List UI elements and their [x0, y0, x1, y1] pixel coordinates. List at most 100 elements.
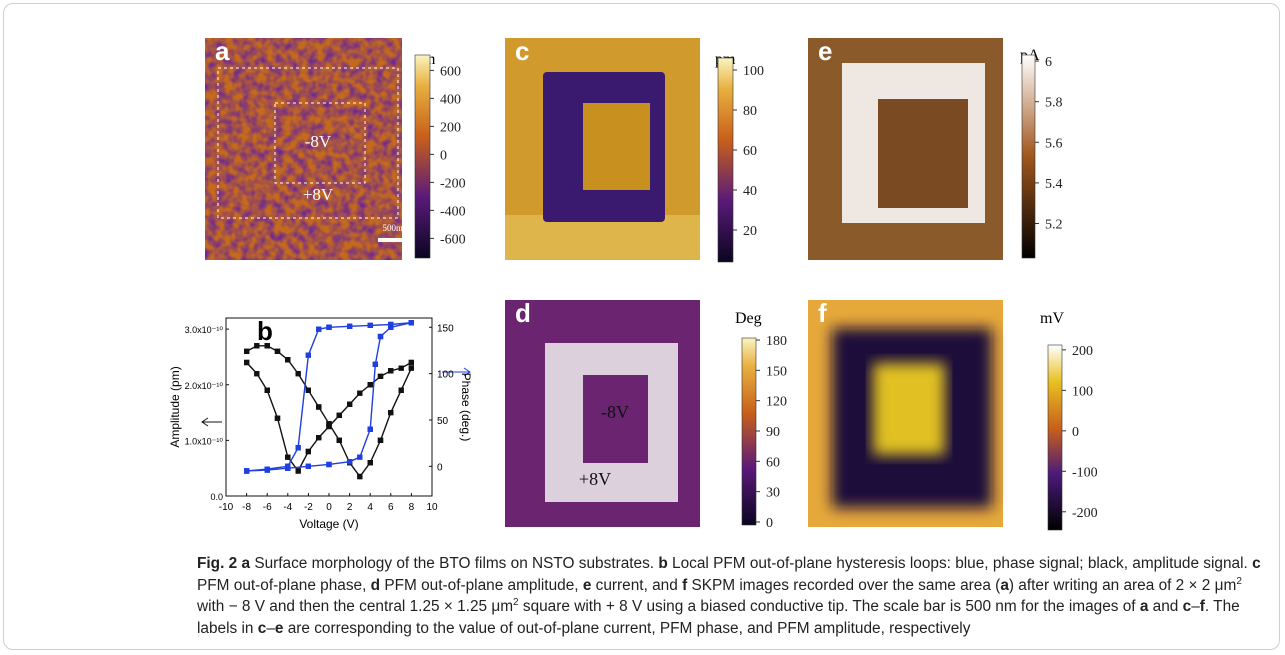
colorbar-tick-label: 5.6 [1045, 136, 1063, 151]
x-tick-label: -4 [283, 502, 292, 513]
colorbar-tick-label: 60 [743, 144, 757, 159]
colorbar-tick-label: 180 [766, 334, 787, 349]
colorbar-tick-label: 200 [1072, 344, 1093, 359]
colorbar-tick-label: 6 [1045, 55, 1052, 70]
colorbar-tick-label: 200 [440, 120, 461, 135]
colorbar-tick-label: -400 [440, 204, 466, 219]
caption-text: d [370, 576, 381, 594]
caption-text: SKPM images recorded over the same area … [687, 576, 1001, 594]
caption-text: and [1148, 598, 1183, 615]
caption-text: e [274, 619, 284, 637]
caption-text: c [257, 619, 267, 637]
caption-text: f [682, 576, 688, 594]
colorbar [414, 54, 431, 259]
arrow-right [442, 367, 471, 377]
y2-tick-label: 0 [437, 462, 443, 473]
x-tick-label: -6 [263, 502, 272, 513]
colorbar-tick-label: 80 [743, 104, 757, 119]
caption-text: Local PFM out-of-plane hysteresis loops:… [667, 555, 1253, 572]
colorbar-tick-label: 40 [743, 184, 757, 199]
y2-tick-label: 100 [437, 370, 454, 381]
x-tick-label: 6 [388, 502, 394, 513]
colorbar-tick-label: 5.4 [1045, 177, 1063, 192]
image-annotation: -8V [305, 132, 332, 151]
caption-text: f [1199, 598, 1205, 615]
y-tick-label: 3.0x10⁻¹⁰ [185, 325, 224, 335]
caption-text: – [1191, 598, 1200, 615]
colorbar-tick-label: 150 [766, 364, 787, 379]
caption-text: are corresponding to the value of out-of… [283, 619, 971, 637]
colorbar-tick-label: 120 [766, 395, 787, 410]
colorbar-tick-label: 0 [766, 516, 773, 531]
arrow-left [201, 417, 222, 427]
image-annotation: -8V [601, 402, 629, 422]
image-c [505, 38, 700, 260]
caption-text: c [1182, 598, 1192, 615]
panel-label: f [818, 298, 827, 328]
colorbar [1047, 344, 1063, 531]
image-a [205, 38, 412, 260]
image-f [808, 300, 1003, 527]
series-line [243, 359, 415, 474]
panel-label: b [257, 316, 273, 346]
series-line [243, 319, 415, 474]
colorbar-tick-label: -200 [1072, 506, 1098, 521]
panel-label: c [515, 36, 529, 66]
colorbar-tick-label: 90 [766, 425, 780, 440]
caption-text: 2 [513, 596, 519, 608]
y2-axis-title: Phase (deg.) [459, 373, 473, 442]
caption-text: a [241, 555, 251, 572]
figure-frame [3, 3, 1280, 650]
image-annotation: 500nm [382, 223, 407, 233]
colorbar [717, 57, 734, 263]
colorbar-tick-label: 0 [440, 148, 447, 163]
colorbar-tick-label: 60 [766, 455, 780, 470]
caption-text: b [658, 555, 668, 572]
image-d [505, 300, 700, 527]
colorbar-tick-label: -200 [440, 176, 466, 191]
colorbar-tick-label: -100 [1072, 465, 1098, 480]
y-tick-label: 0.0 [210, 492, 223, 502]
caption-text: with − 8 V and then the central 1.25 × 1… [197, 598, 514, 615]
panel-label: a [215, 36, 230, 66]
y-axis-title: Amplitude (pm) [168, 366, 182, 447]
y2-tick-label: 50 [437, 416, 449, 427]
colorbar-tick-label: 100 [1072, 384, 1093, 399]
caption-text: Fig. 2 [197, 555, 238, 572]
panel-label: e [818, 36, 832, 66]
colorbar-tick-label: 5.8 [1045, 96, 1063, 111]
caption-text: ) after writing an area of 2 × 2 μm [1008, 576, 1237, 594]
caption-text: e [582, 576, 592, 594]
x-tick-label: 0 [326, 502, 332, 513]
x-tick-label: -2 [304, 502, 313, 513]
caption-text: . The labels in [197, 598, 1240, 637]
x-tick-label: 2 [347, 502, 353, 513]
image-annotation: +8V [579, 469, 611, 489]
y-tick-label: 2.0x10⁻¹⁰ [185, 381, 224, 391]
colorbar-tick-label: 30 [766, 486, 780, 501]
colorbar [1021, 54, 1036, 259]
y-tick-label: 1.0x10⁻¹⁰ [185, 436, 224, 446]
colorbar-tick-label: 5.2 [1045, 217, 1063, 232]
caption-text: – [266, 619, 275, 637]
x-tick-label: 4 [367, 502, 373, 513]
caption-text: a [1000, 576, 1009, 594]
caption-text: PFM out-of-plane phase, [197, 576, 371, 594]
figure: apm6004002000-200-400-600-8V+8V500nmcpm1… [168, 36, 1098, 531]
panel-label: d [515, 298, 531, 328]
image-annotation: +8V [303, 185, 334, 204]
image-e [808, 38, 1003, 260]
x-tick-label: -10 [219, 502, 234, 513]
colorbar-tick-label: 100 [743, 64, 764, 79]
caption: Fig. 2 a Surface morphology of the BTO f… [197, 553, 1272, 639]
colorbar-unit: Deg [735, 310, 762, 327]
colorbar-tick-label: 400 [440, 92, 461, 107]
caption-text: Surface morphology of the BTO films on N… [250, 555, 659, 572]
caption-text: current, and [591, 576, 683, 594]
caption-text: 2 [1236, 575, 1242, 587]
series-line [243, 343, 415, 480]
x-tick-label: 10 [426, 502, 438, 513]
colorbar-tick-label: -600 [440, 232, 466, 247]
y2-tick-label: 150 [437, 323, 454, 334]
caption-text: c [1252, 555, 1261, 572]
